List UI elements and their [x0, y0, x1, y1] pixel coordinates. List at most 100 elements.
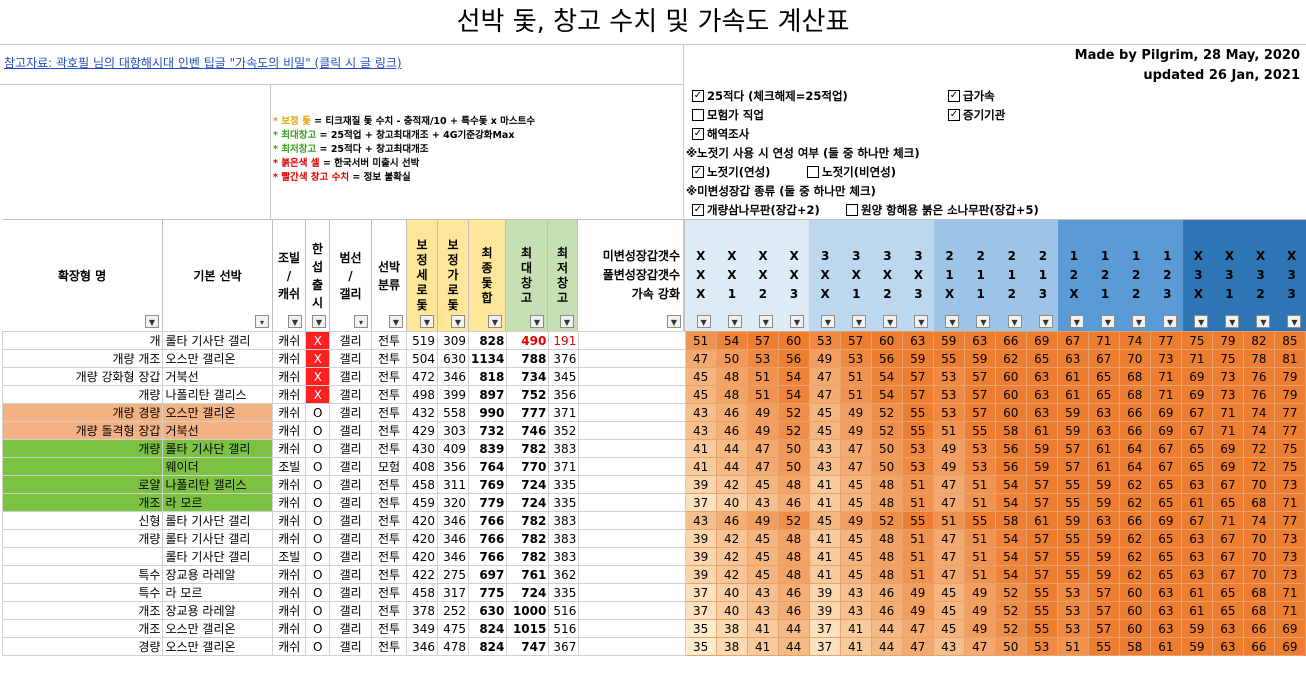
cell-max-cargo[interactable]: 752	[506, 385, 550, 404]
cell-ship-class[interactable]: 전투	[371, 403, 408, 422]
cell-adj-horiz[interactable]: 346	[437, 547, 469, 566]
cell-adj-vert[interactable]: 349	[406, 619, 438, 638]
cell-accel[interactable]: 44	[777, 619, 810, 638]
cell-accel[interactable]: 79	[1273, 385, 1306, 404]
cell-accel[interactable]: 41	[684, 457, 717, 476]
cell-accel[interactable]: 50	[715, 349, 748, 368]
cell-accel[interactable]: 45	[808, 403, 841, 422]
cell-accel[interactable]: 55	[1056, 475, 1089, 494]
cell-ship-class[interactable]: 전투	[371, 583, 408, 602]
cell-accel[interactable]: 55	[1056, 547, 1089, 566]
cell-base-ship[interactable]: 오스만 갤리온	[162, 403, 274, 422]
cell-accel[interactable]: 70	[1242, 475, 1275, 494]
cell-accel[interactable]: 74	[1118, 331, 1151, 350]
cell-ship-class[interactable]: 전투	[371, 439, 408, 458]
cell-adj-vert[interactable]: 498	[406, 385, 438, 404]
cell-final-sail[interactable]: 818	[467, 367, 508, 386]
cell-accel[interactable]: 58	[994, 511, 1027, 530]
cell-final-sail[interactable]: 766	[467, 529, 508, 548]
cell-accel[interactable]: 67	[1211, 547, 1244, 566]
cell-accel[interactable]: 68	[1242, 493, 1275, 512]
cell-ship-class[interactable]: 전투	[371, 493, 408, 512]
cell-accel[interactable]: 67	[1180, 403, 1213, 422]
cell-accel[interactable]: 47	[839, 457, 872, 476]
cell-accel[interactable]: 73	[1273, 475, 1306, 494]
cell-accel[interactable]: 60	[994, 367, 1027, 386]
cell-accel[interactable]: 54	[994, 475, 1027, 494]
cell-accel[interactable]: 76	[1242, 385, 1275, 404]
filter-dropdown-icon[interactable]: ▼	[1256, 315, 1271, 328]
cell-accel[interactable]: 52	[870, 403, 903, 422]
cell-accel[interactable]: 41	[808, 493, 841, 512]
cell-extension-name[interactable]: 개량	[1, 529, 164, 548]
cell-adj-horiz[interactable]: 475	[437, 619, 469, 638]
cell-accel[interactable]: 41	[808, 565, 841, 584]
cell-accel[interactable]: 54	[870, 367, 903, 386]
cell-accel[interactable]: 44	[870, 619, 903, 638]
checkbox-icon[interactable]: ✓	[692, 166, 704, 178]
cell-accel[interactable]: 59	[963, 349, 996, 368]
cell-accel[interactable]: 41	[746, 637, 779, 656]
cell-sail-type[interactable]: 캐쉬	[272, 529, 307, 548]
cell-accel[interactable]: 65	[1149, 475, 1182, 494]
cell-accel[interactable]: 47	[932, 547, 965, 566]
cell-accel[interactable]: 51	[963, 547, 996, 566]
cell-extension-name[interactable]: 개조	[1, 601, 164, 620]
cell-extension-name[interactable]: 개량 개조	[1, 349, 164, 368]
cell-accel[interactable]: 63	[1211, 637, 1244, 656]
cell-max-cargo[interactable]: 761	[506, 565, 550, 584]
filter-dropdown-icon[interactable]: ▼	[883, 315, 898, 328]
cell-accel[interactable]: 47	[839, 439, 872, 458]
filter-dropdown-icon[interactable]: ▼	[530, 315, 544, 328]
cell-max-cargo[interactable]: 782	[506, 439, 550, 458]
cell-rig[interactable]: 갤리	[329, 385, 373, 404]
cell-sail-type[interactable]: 캐쉬	[272, 619, 307, 638]
cell-accel[interactable]: 43	[746, 601, 779, 620]
cell-accel[interactable]: 51	[963, 475, 996, 494]
cell-accel[interactable]: 73	[1273, 565, 1306, 584]
cell-armor-blank[interactable]	[578, 493, 686, 512]
cell-accel[interactable]: 49	[808, 349, 841, 368]
cell-extension-name[interactable]: 개량 돌격형 장갑	[1, 421, 164, 440]
cell-accel[interactable]: 49	[901, 601, 934, 620]
cell-min-cargo[interactable]: 345	[548, 367, 580, 386]
cell-accel[interactable]: 71	[1087, 331, 1120, 350]
filter-dropdown-icon[interactable]: ▼	[1194, 315, 1209, 328]
cell-accel[interactable]: 67	[1087, 349, 1120, 368]
cell-accel[interactable]: 45	[746, 565, 779, 584]
cell-kr-release[interactable]: O	[305, 421, 331, 440]
cell-min-cargo[interactable]: 383	[548, 547, 580, 566]
cell-accel[interactable]: 48	[870, 547, 903, 566]
cell-accel[interactable]: 53	[932, 367, 965, 386]
cell-accel[interactable]: 71	[1180, 349, 1213, 368]
cell-accel[interactable]: 55	[963, 511, 996, 530]
cell-kr-release[interactable]: X	[305, 385, 331, 404]
cell-accel[interactable]: 63	[1087, 511, 1120, 530]
cell-adj-vert[interactable]: 420	[406, 547, 438, 566]
cell-accel[interactable]: 60	[777, 331, 810, 350]
cell-accel[interactable]: 61	[1056, 385, 1089, 404]
cell-accel[interactable]: 69	[1273, 619, 1306, 638]
cell-accel[interactable]: 57	[963, 385, 996, 404]
cell-accel[interactable]: 52	[994, 583, 1027, 602]
cell-accel[interactable]: 48	[870, 493, 903, 512]
cell-accel[interactable]: 57	[839, 331, 872, 350]
cell-ship-class[interactable]: 전투	[371, 349, 408, 368]
cell-accel[interactable]: 65	[1149, 565, 1182, 584]
filter-dropdown-icon[interactable]: ▼	[1007, 315, 1022, 328]
cell-accel[interactable]: 71	[1149, 367, 1182, 386]
cell-accel[interactable]: 50	[777, 457, 810, 476]
cell-accel[interactable]: 46	[870, 601, 903, 620]
cell-accel[interactable]: 41	[684, 439, 717, 458]
cell-accel[interactable]: 68	[1118, 385, 1151, 404]
cell-accel[interactable]: 51	[932, 421, 965, 440]
cell-base-ship[interactable]: 나폴리탄 갤리스	[162, 475, 274, 494]
cell-ship-class[interactable]: 전투	[371, 637, 408, 656]
cell-accel[interactable]: 66	[1242, 619, 1275, 638]
cell-accel[interactable]: 66	[1118, 511, 1151, 530]
cell-accel[interactable]: 65	[1180, 457, 1213, 476]
cell-adj-horiz[interactable]: 311	[437, 475, 469, 494]
cell-accel[interactable]: 69	[1180, 385, 1213, 404]
cell-accel[interactable]: 61	[1087, 439, 1120, 458]
cell-accel[interactable]: 57	[1025, 565, 1058, 584]
